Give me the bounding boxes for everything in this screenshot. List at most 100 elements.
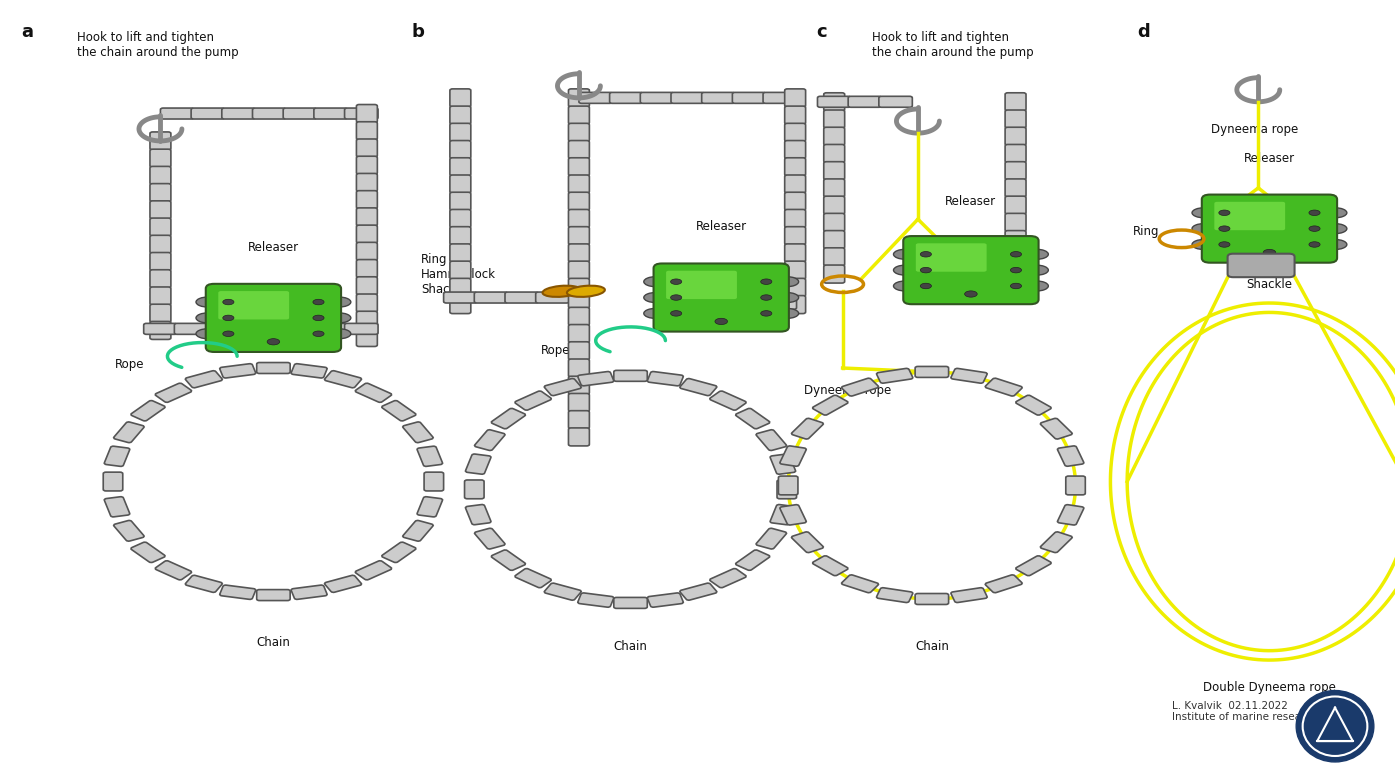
Ellipse shape [312, 315, 324, 321]
Ellipse shape [1322, 223, 1348, 234]
FancyBboxPatch shape [1004, 92, 1027, 110]
FancyBboxPatch shape [113, 422, 144, 442]
FancyBboxPatch shape [357, 260, 377, 278]
FancyBboxPatch shape [732, 92, 766, 103]
Text: Dyneema rope: Dyneema rope [804, 384, 891, 397]
FancyBboxPatch shape [569, 140, 589, 158]
FancyBboxPatch shape [151, 322, 170, 340]
Ellipse shape [326, 329, 352, 339]
Ellipse shape [1023, 281, 1049, 291]
FancyBboxPatch shape [569, 210, 589, 228]
FancyBboxPatch shape [710, 568, 746, 588]
FancyBboxPatch shape [1228, 254, 1295, 277]
Ellipse shape [1191, 207, 1216, 218]
FancyBboxPatch shape [823, 230, 845, 249]
FancyBboxPatch shape [770, 454, 795, 474]
FancyBboxPatch shape [784, 157, 806, 175]
FancyBboxPatch shape [257, 590, 290, 601]
Text: Ring: Ring [1133, 225, 1159, 238]
Ellipse shape [894, 281, 918, 291]
FancyBboxPatch shape [160, 108, 194, 119]
FancyBboxPatch shape [569, 192, 589, 210]
FancyBboxPatch shape [465, 480, 484, 499]
FancyBboxPatch shape [357, 329, 377, 347]
FancyBboxPatch shape [357, 277, 377, 295]
FancyBboxPatch shape [1004, 162, 1027, 180]
FancyBboxPatch shape [1004, 144, 1027, 162]
Ellipse shape [671, 294, 682, 301]
FancyBboxPatch shape [569, 307, 589, 326]
FancyBboxPatch shape [823, 162, 845, 180]
Ellipse shape [195, 312, 220, 323]
FancyBboxPatch shape [491, 409, 526, 429]
FancyBboxPatch shape [951, 588, 988, 603]
FancyBboxPatch shape [382, 401, 416, 421]
Ellipse shape [543, 286, 580, 297]
FancyBboxPatch shape [257, 363, 290, 373]
Circle shape [1296, 691, 1374, 762]
FancyBboxPatch shape [569, 324, 589, 343]
FancyBboxPatch shape [735, 409, 770, 429]
FancyBboxPatch shape [544, 583, 582, 601]
Ellipse shape [1010, 283, 1021, 289]
FancyBboxPatch shape [345, 108, 378, 119]
FancyBboxPatch shape [671, 92, 704, 103]
FancyBboxPatch shape [784, 279, 806, 297]
FancyBboxPatch shape [823, 127, 845, 145]
FancyBboxPatch shape [614, 597, 647, 608]
FancyBboxPatch shape [151, 167, 170, 185]
FancyBboxPatch shape [155, 383, 191, 402]
FancyBboxPatch shape [569, 88, 589, 106]
FancyBboxPatch shape [951, 368, 988, 383]
FancyBboxPatch shape [103, 472, 123, 491]
FancyBboxPatch shape [777, 480, 797, 499]
Ellipse shape [921, 251, 932, 257]
FancyBboxPatch shape [449, 123, 472, 141]
FancyBboxPatch shape [382, 542, 416, 562]
FancyBboxPatch shape [505, 292, 538, 303]
FancyBboxPatch shape [403, 422, 434, 442]
FancyBboxPatch shape [403, 521, 434, 541]
FancyBboxPatch shape [915, 244, 986, 272]
FancyBboxPatch shape [610, 92, 643, 103]
FancyBboxPatch shape [1057, 505, 1084, 525]
Text: Rope: Rope [114, 358, 144, 371]
FancyBboxPatch shape [105, 496, 130, 517]
FancyBboxPatch shape [879, 96, 912, 107]
FancyBboxPatch shape [325, 370, 361, 388]
FancyBboxPatch shape [710, 391, 746, 410]
FancyBboxPatch shape [417, 496, 442, 517]
FancyBboxPatch shape [985, 270, 1018, 281]
FancyBboxPatch shape [252, 108, 286, 119]
FancyBboxPatch shape [449, 279, 472, 297]
FancyBboxPatch shape [357, 294, 377, 312]
FancyBboxPatch shape [791, 532, 823, 553]
Ellipse shape [760, 294, 771, 301]
FancyBboxPatch shape [151, 287, 170, 305]
FancyBboxPatch shape [915, 594, 949, 604]
FancyBboxPatch shape [151, 305, 170, 323]
FancyBboxPatch shape [778, 476, 798, 495]
FancyBboxPatch shape [1041, 418, 1073, 439]
FancyBboxPatch shape [702, 298, 735, 309]
FancyBboxPatch shape [1004, 247, 1027, 266]
FancyBboxPatch shape [679, 583, 717, 601]
FancyBboxPatch shape [357, 121, 377, 139]
Text: Rope: Rope [541, 344, 571, 357]
FancyBboxPatch shape [1004, 197, 1027, 215]
FancyBboxPatch shape [841, 378, 879, 396]
FancyBboxPatch shape [569, 279, 589, 297]
FancyBboxPatch shape [345, 323, 378, 334]
Ellipse shape [1010, 267, 1021, 272]
Ellipse shape [921, 283, 932, 289]
FancyBboxPatch shape [1057, 446, 1084, 466]
Text: Shackle: Shackle [1247, 278, 1292, 291]
FancyBboxPatch shape [784, 140, 806, 158]
Ellipse shape [1023, 265, 1049, 275]
FancyBboxPatch shape [314, 323, 347, 334]
FancyBboxPatch shape [784, 262, 806, 280]
FancyBboxPatch shape [417, 446, 442, 467]
FancyBboxPatch shape [449, 175, 472, 193]
FancyBboxPatch shape [325, 576, 361, 593]
FancyBboxPatch shape [667, 271, 737, 299]
